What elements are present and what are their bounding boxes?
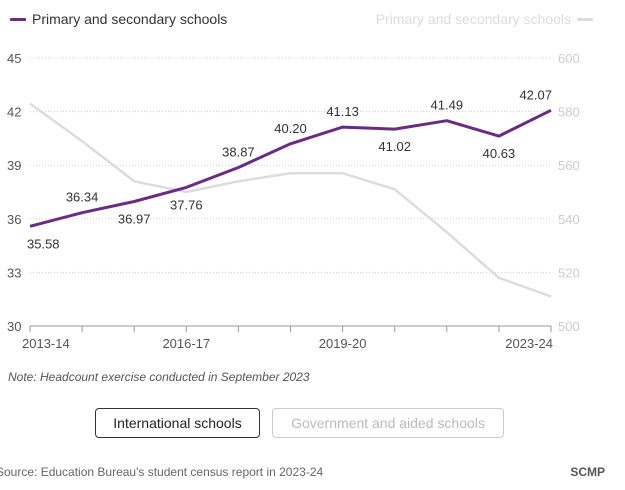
data-label: 41.49 <box>431 98 464 113</box>
y-right-tick-label: 500 <box>558 319 580 334</box>
y-left-tick-label: 45 <box>7 51 21 66</box>
data-label: 37.76 <box>170 197 203 212</box>
data-label: 35.58 <box>27 236 60 251</box>
chart-note: Note: Headcount exercise conducted in Se… <box>8 370 310 384</box>
data-label: 40.20 <box>274 121 307 136</box>
data-label: 41.13 <box>326 104 359 119</box>
legend-secondary-label: Primary and secondary schools <box>375 11 571 27</box>
y-right-tick-label: 540 <box>558 212 580 227</box>
source-text: Source: Education Bureau's student censu… <box>0 465 324 479</box>
legend-primary-label: Primary and secondary schools <box>32 11 228 27</box>
series-line-secondary <box>29 102 552 298</box>
y-left-tick-label: 42 <box>7 105 21 120</box>
international-schools-button[interactable]: International schools <box>95 408 260 438</box>
x-tick-label: 2023-24 <box>505 336 553 351</box>
y-right-tick-label: 600 <box>558 51 580 66</box>
data-label: 36.34 <box>66 190 99 205</box>
y-left-tick-label: 39 <box>7 158 21 173</box>
x-tick-label: 2013-14 <box>22 336 70 351</box>
legend-primary: Primary and secondary schools <box>10 11 227 27</box>
y-left-tick-label: 30 <box>7 319 21 334</box>
y-right-tick-label: 580 <box>558 105 580 120</box>
data-label: 41.02 <box>378 139 411 154</box>
data-label: 42.07 <box>519 87 552 102</box>
legend-secondary-swatch <box>577 17 593 21</box>
y-right-tick-label: 520 <box>558 265 580 280</box>
x-tick-label: 2019-20 <box>319 336 367 351</box>
y-right-tick-label: 560 <box>558 158 580 173</box>
legend-secondary: Primary and secondary schools <box>376 11 593 27</box>
y-left-tick-label: 36 <box>7 212 21 227</box>
legend-primary-swatch <box>10 17 26 21</box>
x-tick-label: 2016-17 <box>162 336 210 351</box>
series-line-primary <box>29 108 552 228</box>
data-label: 36.97 <box>118 211 151 226</box>
government-aided-schools-button[interactable]: Government and aided schools <box>272 408 504 438</box>
line-chart: 30 500 33 520 36 540 39 560 42 580 45 600 2013-14 201… <box>7 51 580 351</box>
brand-logo: SCMP <box>570 465 605 479</box>
data-label: 38.87 <box>222 145 255 160</box>
data-label: 40.63 <box>483 146 516 161</box>
y-left-tick-label: 33 <box>7 265 21 280</box>
